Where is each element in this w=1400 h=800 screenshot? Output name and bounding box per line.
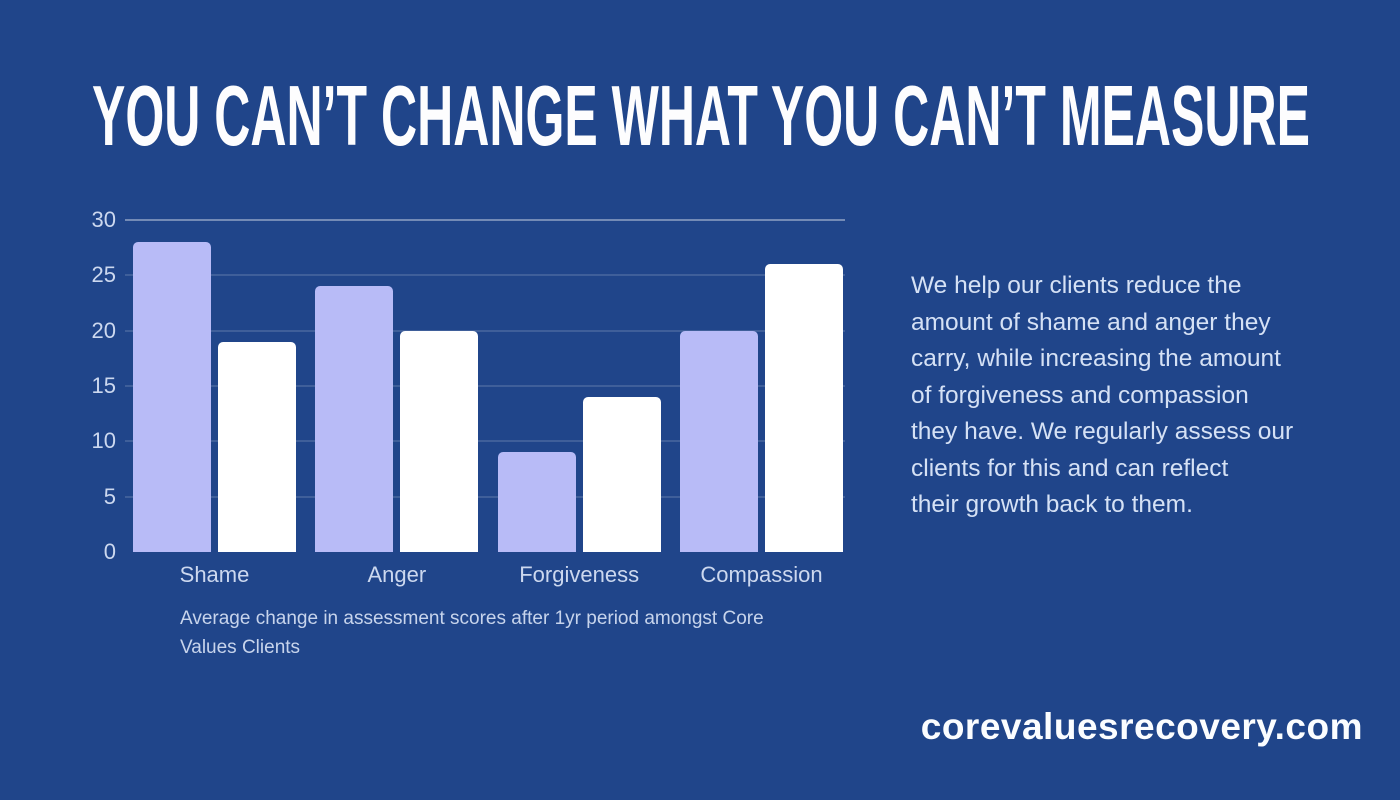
x-tick-label: Compassion [700,562,823,587]
bar-group-shame [133,242,296,552]
bar-lavender-shame [133,242,211,552]
y-tick-label: 20 [91,317,116,343]
x-tick-label: Anger [367,562,427,587]
bar-lavender-compassion [679,330,758,552]
chart-caption: Average change in assessment scores afte… [180,608,764,658]
plot-area [133,190,843,552]
gridline [125,329,845,332]
x-tick-label: Forgiveness [519,562,640,587]
y-tick-label: 15 [91,373,116,398]
y-tick-label: 25 [91,262,116,288]
gridline [125,495,845,498]
description-text: We help our clients reduce the amount of… [911,272,1294,518]
website-url: corevaluesrecovery.com [920,706,1363,747]
gridline [125,385,845,387]
gridline [125,274,845,277]
y-tick-label: 5 [103,483,116,509]
bar-white-forgiveness [582,397,661,552]
bar-white-shame [218,341,296,552]
y-tick-label: 0 [103,539,116,564]
bar-group-compassion [679,264,843,552]
bar-chart: 0 5 10 15 20 25 30 Shame Anger Forgiveness Compas… [80,190,850,592]
x-tick-label: Shame [179,562,250,587]
bar-group-anger [315,286,479,552]
bar-lavender-forgiveness [497,452,576,552]
gridline [125,440,845,443]
bar-group-forgiveness [497,397,661,552]
bar-white-compassion [764,264,843,552]
page-title: YOU CAN’T CHANGE WHAT YOU CAN’T MEASURE [92,69,1310,164]
y-tick-label: 10 [91,428,116,454]
x-axis: Shame Anger Forgiveness Compassion [133,562,843,588]
bar-white-anger [400,330,479,552]
gridline [125,219,845,221]
bar-lavender-anger [315,286,394,552]
y-tick-label: 30 [91,207,116,232]
